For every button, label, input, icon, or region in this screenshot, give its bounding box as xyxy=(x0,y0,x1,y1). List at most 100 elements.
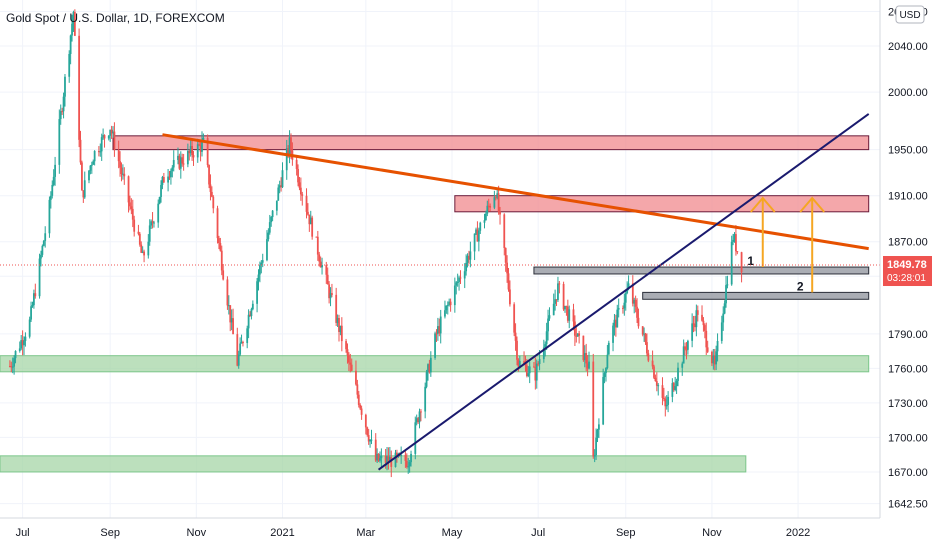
candle-body xyxy=(277,187,280,201)
candle-body xyxy=(682,346,685,364)
candle-body xyxy=(280,185,282,188)
candle-body xyxy=(684,346,686,350)
currency-badge-box xyxy=(895,5,925,24)
candle-body xyxy=(206,138,209,165)
candle-body xyxy=(129,202,131,207)
candle-body xyxy=(627,283,630,289)
candle-body xyxy=(240,341,243,344)
candle-body xyxy=(568,309,571,321)
currency-badge[interactable]: USD xyxy=(895,5,925,24)
candle-body xyxy=(127,176,130,203)
candle-body xyxy=(230,318,233,323)
candle-body xyxy=(647,353,650,361)
candle-body xyxy=(261,260,264,263)
ascending-trendline xyxy=(377,113,870,471)
candle-body xyxy=(456,281,459,283)
candle-body xyxy=(394,452,397,467)
candle-body xyxy=(226,279,229,306)
support-zone xyxy=(0,455,747,473)
candle-body xyxy=(517,359,520,367)
candle-body xyxy=(218,238,220,244)
candle-body xyxy=(458,277,460,282)
candle-body xyxy=(681,363,684,368)
candle-body xyxy=(614,319,617,328)
candle-body xyxy=(325,265,328,275)
candle-body xyxy=(613,319,616,326)
y-tick-label: 1760.00 xyxy=(888,363,928,375)
candle-body xyxy=(246,328,249,344)
x-tick-label: Jul xyxy=(16,527,30,539)
candle-body xyxy=(123,173,126,177)
candle-body xyxy=(503,214,506,248)
descending-trendline xyxy=(162,133,869,251)
candle-body xyxy=(150,221,153,226)
candle-body xyxy=(386,456,388,463)
candle-body xyxy=(735,234,737,252)
candle-body xyxy=(612,325,614,343)
y-tick-label: 1910.00 xyxy=(888,191,928,203)
candle-body xyxy=(366,427,369,436)
candle-body xyxy=(469,251,472,260)
candle-body xyxy=(198,144,201,146)
candle-body xyxy=(696,310,699,315)
candle-body xyxy=(633,299,636,304)
candle-body xyxy=(425,372,428,387)
candle-body xyxy=(147,241,150,256)
candle-body xyxy=(191,146,194,156)
target-arrow-head xyxy=(750,196,776,213)
candle-body xyxy=(318,254,321,262)
candle-body xyxy=(449,301,452,306)
candle-body xyxy=(10,366,13,368)
candle-body xyxy=(513,304,516,333)
candle-body xyxy=(329,293,332,299)
candle-body xyxy=(267,232,270,240)
candle-body xyxy=(349,362,352,365)
x-tick-label: Sep xyxy=(100,527,120,539)
x-tick-label: 2022 xyxy=(786,527,810,539)
x-tick-label: 2021 xyxy=(270,527,294,539)
candle-body xyxy=(523,361,525,365)
candle-body xyxy=(473,233,476,252)
candle-body xyxy=(388,457,391,463)
candle-body xyxy=(662,397,665,399)
candle-body xyxy=(102,135,105,138)
candle-body xyxy=(20,340,23,349)
candle-body xyxy=(400,454,403,456)
candle-body xyxy=(160,184,162,197)
candle-body xyxy=(92,161,95,165)
candle-body xyxy=(562,283,565,310)
candle-body xyxy=(606,354,609,368)
candle-body xyxy=(140,244,143,253)
candle-body xyxy=(497,193,500,212)
candle-body xyxy=(653,366,655,378)
candle-body xyxy=(357,394,360,405)
last-price-label: 1849.78 xyxy=(887,259,927,271)
candle-body xyxy=(30,306,32,320)
candle-body xyxy=(643,333,646,335)
candle-body xyxy=(328,284,331,299)
candle-body xyxy=(256,281,258,304)
candle-body xyxy=(120,167,123,175)
candle-body xyxy=(405,460,408,467)
target-arrow-head xyxy=(799,196,825,213)
candle-body xyxy=(181,157,184,164)
candle-body xyxy=(548,315,551,319)
candle-body xyxy=(331,293,333,295)
candle-body xyxy=(171,167,174,171)
candle-body xyxy=(576,333,579,337)
candle-body xyxy=(178,155,181,169)
candle-body xyxy=(715,351,718,365)
candle-body xyxy=(8,366,11,368)
candle-body xyxy=(68,53,71,77)
level-zone xyxy=(642,291,870,300)
candle-body xyxy=(168,176,171,178)
candle-body xyxy=(326,274,329,285)
candle-body xyxy=(295,159,298,169)
candle-body xyxy=(367,435,370,442)
candle-body xyxy=(370,439,373,441)
candle-body xyxy=(524,364,527,366)
candle-body xyxy=(702,320,705,326)
candle-body xyxy=(665,404,668,407)
candle-body xyxy=(444,310,446,317)
